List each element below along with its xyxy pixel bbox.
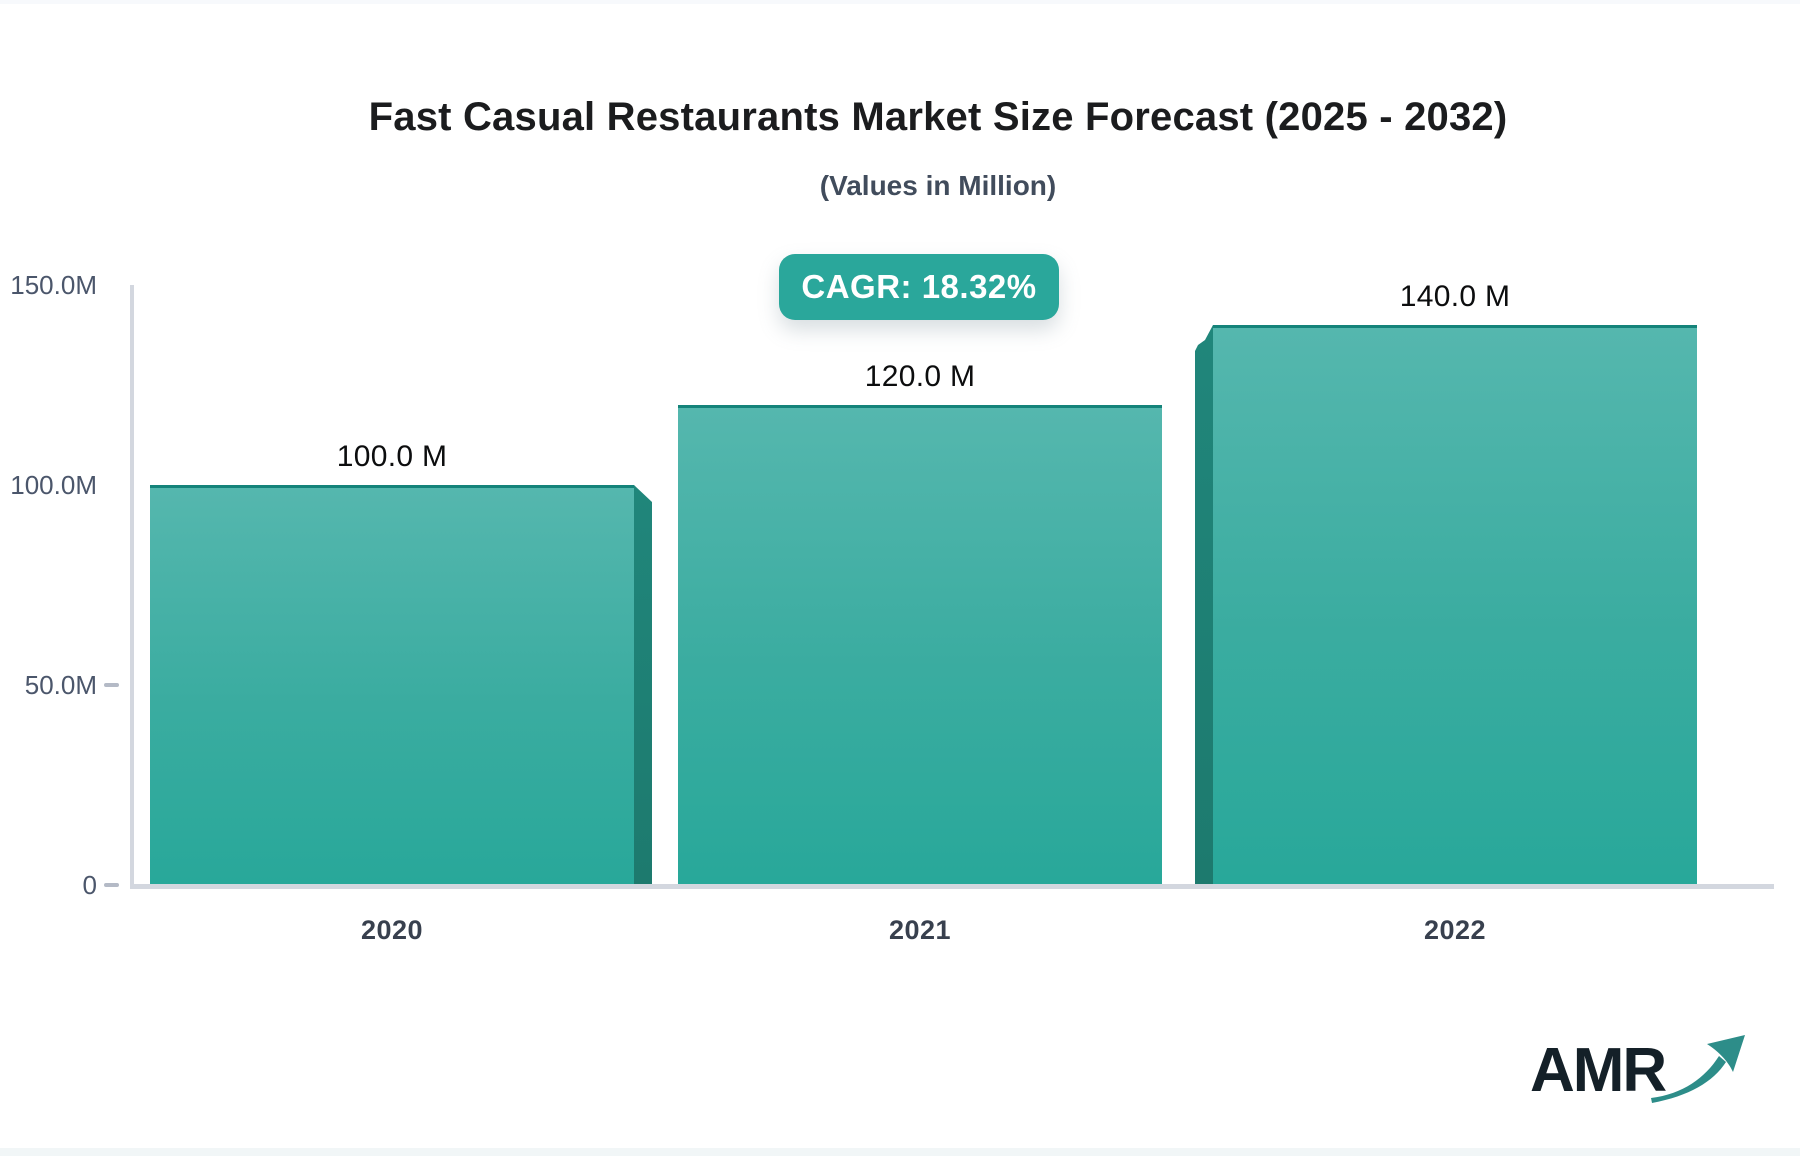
bar-2020: [150, 485, 634, 884]
y-axis-label: 50.0M: [24, 670, 97, 700]
bar-value-label: 100.0 M: [336, 440, 448, 473]
bar-2022: [1213, 325, 1697, 884]
amr-logo-text: AMR: [1530, 1036, 1667, 1105]
bar-2021: [678, 405, 1162, 884]
x-axis-label: 2022: [1423, 915, 1487, 945]
bar-value-label: 140.0 M: [1399, 280, 1511, 313]
x-axis-label: 2020: [360, 915, 424, 945]
y-axis-tick: [104, 883, 119, 887]
top-border-strip: [0, 0, 1800, 4]
bar-value-label: 120.0 M: [864, 360, 976, 393]
y-axis-label: 100.0M: [10, 470, 97, 500]
chart-subtitle: (Values in Million): [819, 170, 1057, 201]
growth-arrow-icon: [1651, 1035, 1746, 1103]
bottom-border-strip: [0, 1148, 1800, 1156]
y-axis-label: 150.0M: [10, 270, 97, 300]
y-axis-label: 0: [82, 870, 97, 900]
x-axis-line: [130, 884, 1774, 889]
cagr-badge: CAGR: 18.32%: [779, 254, 1059, 320]
y-axis-line: [130, 285, 134, 885]
y-axis-tick: [104, 683, 119, 687]
chart-title: Fast Casual Restaurants Market Size Fore…: [368, 95, 1508, 139]
bar-side-face: [1195, 325, 1213, 884]
x-axis-label: 2021: [888, 915, 952, 945]
bar-side-face: [634, 485, 652, 884]
amr-logo: AMR: [1530, 1035, 1749, 1105]
